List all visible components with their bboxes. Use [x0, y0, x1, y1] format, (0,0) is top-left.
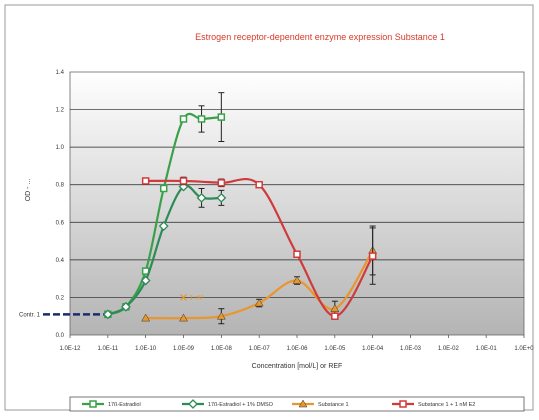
series-layer: [102, 92, 378, 325]
annotation-1nm: 1 nM: [190, 295, 203, 301]
data-point: [216, 311, 226, 320]
control-label: Contr. 1: [19, 312, 41, 318]
legend-entry-label: Substance 1 + 1 nM E2: [418, 402, 475, 408]
annotation-marker: [180, 293, 187, 301]
x-tick-label: 1.0E-04: [362, 346, 384, 352]
legend-swatch-marker: [89, 400, 97, 408]
y-tick-label: 1.4: [56, 70, 65, 76]
x-tick-label: 1.0E-11: [98, 346, 119, 352]
gridlines: [70, 109, 524, 298]
legend-entry-label: 17ß-Estradiol: [108, 402, 141, 408]
data-point: [330, 304, 340, 312]
data-point: [368, 252, 377, 260]
data-point: [331, 312, 339, 320]
x-tick-label: 1.0E-05: [324, 346, 346, 352]
legend-swatch-marker: [188, 399, 198, 409]
y-axis-ticks: 0.0 0.2 0.4 0.6 0.8 1.0 1.2 1.4: [56, 70, 65, 339]
data-point: [120, 301, 131, 312]
y-tick-label: 0.8: [56, 183, 65, 189]
data-point: [179, 115, 188, 123]
data-point: [141, 313, 151, 322]
y-tick-label: 0.0: [56, 333, 65, 339]
series-group: [141, 176, 377, 320]
x-tick-label: 1.0E-08: [211, 346, 233, 352]
data-point: [293, 250, 301, 258]
data-point: [255, 180, 263, 189]
data-point: [158, 221, 169, 231]
data-point: [140, 275, 151, 286]
data-point: [197, 115, 206, 123]
y-tick-label: 0.4: [56, 258, 65, 264]
data-point: [254, 298, 264, 307]
x-tick-label: 1.0E+0: [514, 346, 534, 352]
data-point: [179, 177, 188, 185]
data-point: [217, 113, 226, 121]
x-tick-label: 1.0E-06: [286, 346, 308, 352]
data-point: [102, 309, 113, 320]
x-tick-label: 1.0E-10: [135, 346, 157, 352]
y-tick-label: 1.2: [56, 108, 65, 114]
data-point: [217, 179, 226, 187]
legend-entry-label: Substance 1: [318, 402, 349, 408]
x-tick-label: 1.0E-09: [173, 346, 195, 352]
y-tick-label: 0.6: [56, 220, 65, 226]
legend-entry-label: 17ß-Estradiol + 1% DMSO: [208, 402, 274, 408]
x-tick-label: 1.0E-02: [438, 346, 460, 352]
data-point: [141, 177, 150, 185]
x-tick-label: 1.0E-07: [249, 346, 271, 352]
x-tick-label: 1.0E-03: [400, 346, 422, 352]
y-tick-label: 1.0: [56, 145, 65, 151]
legend-swatch-marker: [298, 399, 308, 408]
data-point: [159, 184, 168, 193]
x-axis-ticks: 1.0E-12 1.0E-11 1.0E-10 1.0E-09 1.0E-08 1.0E-…: [59, 335, 534, 352]
y-axis-label: OD - ...: [25, 179, 32, 202]
data-point: [196, 192, 207, 203]
chart-title: Estrogen receptor-dependent enzyme expre…: [195, 32, 445, 42]
x-tick-label: 1.0E-12: [59, 346, 81, 352]
legend: 17ß-Estradiol 17ß-Estradiol + 1% DMSO Subs…: [82, 399, 475, 409]
data-point: [216, 192, 227, 203]
data-point: [179, 313, 188, 322]
x-tick-label: 1.0E-01: [476, 346, 498, 352]
data-point: [292, 276, 302, 284]
plot-area: [69, 71, 525, 336]
legend-swatch-marker: [399, 400, 407, 408]
y-tick-label: 0.2: [56, 295, 65, 301]
x-axis-label: Concentration [mol/L] or REF: [252, 363, 343, 370]
